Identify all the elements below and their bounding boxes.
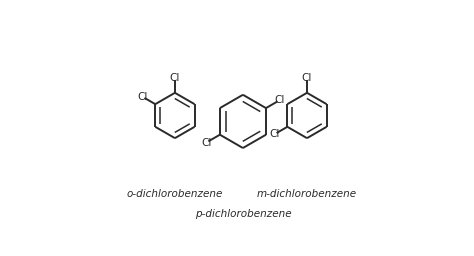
Text: Cl: Cl <box>269 129 280 139</box>
Text: Cl: Cl <box>137 92 148 102</box>
Text: Cl: Cl <box>170 73 180 83</box>
Text: Cl: Cl <box>302 73 312 83</box>
Text: o-dichlorobenzene: o-dichlorobenzene <box>127 189 223 199</box>
Text: m-dichlorobenzene: m-dichlorobenzene <box>257 189 357 199</box>
Text: Cl: Cl <box>274 95 285 105</box>
Text: p-dichlorobenzene: p-dichlorobenzene <box>195 209 291 219</box>
Text: Cl: Cl <box>201 137 211 147</box>
